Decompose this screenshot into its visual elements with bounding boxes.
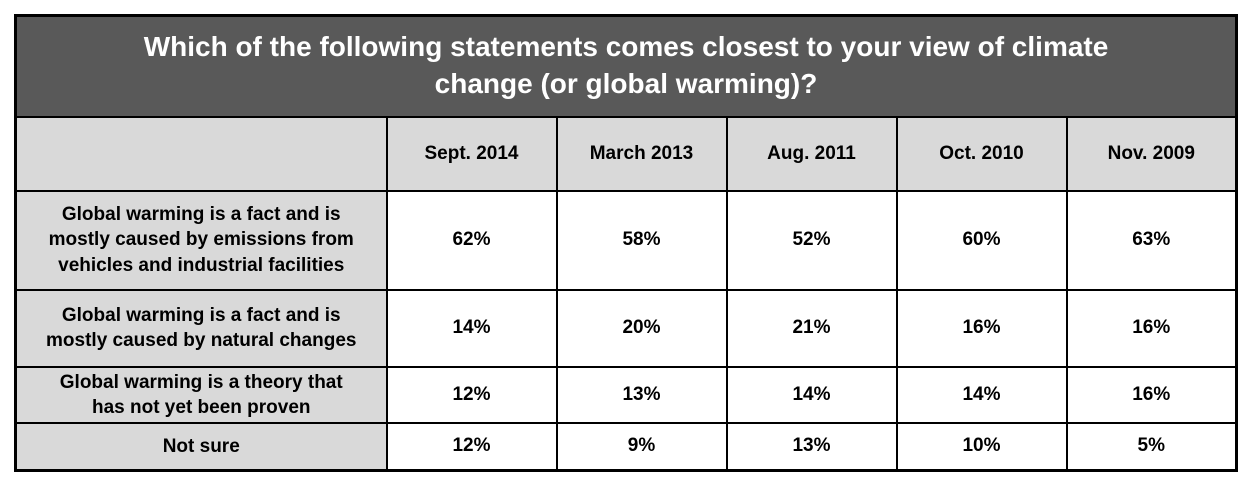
table-row-theory-not-proven: Global warming is a theory that has not … [14,365,1238,424]
column-header-aug-2011: Aug. 2011 [725,115,898,192]
value-cell: 14% [725,365,898,424]
value-cell: 60% [895,189,1068,291]
value-cell: 13% [725,421,898,472]
row-label-theory-not-proven: Global warming is a theory that has not … [14,365,388,424]
column-header-oct-2010: Oct. 2010 [895,115,1068,192]
value-cell: 52% [725,189,898,291]
value-cell: 62% [385,189,558,291]
value-cell: 12% [385,365,558,424]
column-header-row: Sept. 2014 March 2013 Aug. 2011 Oct. 201… [14,115,1238,192]
row-label-emissions: Global warming is a fact and is mostly c… [14,189,388,291]
value-cell: 12% [385,421,558,472]
column-header-nov-2009: Nov. 2009 [1065,115,1238,192]
value-cell: 9% [555,421,728,472]
table-row-not-sure: Not sure 12% 9% 13% 10% 5% [14,421,1238,472]
value-cell: 13% [555,365,728,424]
value-cell: 20% [555,288,728,368]
row-label-natural-changes: Global warming is a fact and is mostly c… [14,288,388,368]
value-cell: 58% [555,189,728,291]
survey-results-table: Which of the following statements comes … [14,14,1238,473]
value-cell: 16% [1065,365,1238,424]
value-cell: 10% [895,421,1068,472]
value-cell: 63% [1065,189,1238,291]
column-header-sept-2014: Sept. 2014 [385,115,558,192]
column-header-march-2013: March 2013 [555,115,728,192]
value-cell: 16% [895,288,1068,368]
value-cell: 21% [725,288,898,368]
page: Which of the following statements comes … [14,14,1238,473]
value-cell: 14% [895,365,1068,424]
value-cell: 5% [1065,421,1238,472]
table-row-emissions: Global warming is a fact and is mostly c… [14,189,1238,291]
row-label-not-sure: Not sure [14,421,388,472]
value-cell: 16% [1065,288,1238,368]
table-title: Which of the following statements comes … [14,14,1238,118]
table-row-natural-changes: Global warming is a fact and is mostly c… [14,288,1238,368]
value-cell: 14% [385,288,558,368]
title-row: Which of the following statements comes … [14,14,1238,118]
corner-cell [14,115,388,192]
